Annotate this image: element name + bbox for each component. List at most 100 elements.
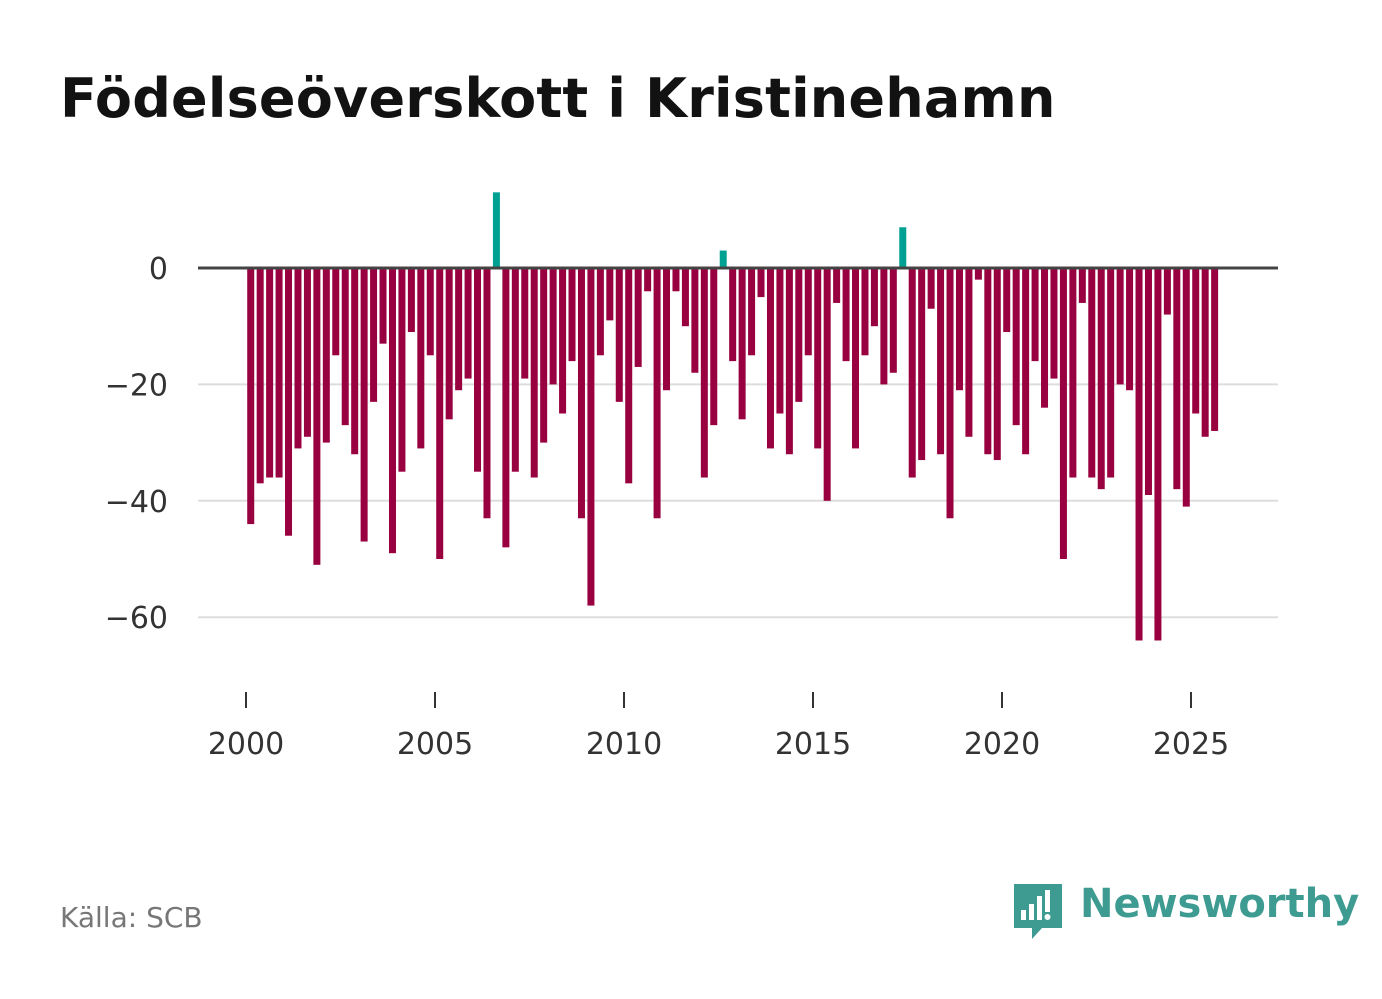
bar [681, 268, 689, 327]
bar [426, 268, 434, 356]
bar [729, 268, 737, 362]
bar [502, 268, 510, 548]
bar [540, 268, 548, 443]
bar [653, 268, 661, 519]
bar [256, 268, 264, 484]
bar [880, 268, 888, 385]
bar [247, 268, 255, 525]
x-tick-label: 2000 [208, 727, 284, 762]
bar [946, 268, 954, 519]
bar [691, 268, 699, 373]
x-tick-label: 2005 [397, 727, 473, 762]
bar [1126, 268, 1134, 391]
bar [417, 268, 425, 449]
bar [625, 268, 633, 484]
bar [360, 268, 368, 542]
bar [663, 268, 671, 391]
bar [842, 268, 850, 362]
bar [1078, 268, 1086, 303]
bar [1069, 268, 1077, 478]
bar [1116, 268, 1124, 385]
bar [341, 268, 349, 426]
x-tick-label: 2010 [586, 727, 662, 762]
bar [266, 268, 274, 478]
bar [852, 268, 860, 449]
bar [870, 268, 878, 327]
bar [445, 268, 453, 420]
bar [672, 268, 680, 292]
y-tick-label: −40 [105, 485, 168, 520]
bar [814, 268, 822, 449]
bar [1144, 268, 1152, 495]
bar [398, 268, 406, 472]
bar [275, 268, 283, 478]
bar [1211, 268, 1219, 431]
bar [1022, 268, 1030, 455]
bar [1003, 268, 1011, 333]
bar [833, 268, 841, 303]
brand-logo[interactable]: Newsworthy [1012, 878, 1359, 942]
bar [511, 268, 519, 472]
bar [313, 268, 321, 565]
bar [379, 268, 387, 344]
bar [436, 268, 444, 559]
bar [795, 268, 803, 402]
bar [1192, 268, 1200, 414]
bar [322, 268, 330, 443]
bar [606, 268, 614, 321]
bar [521, 268, 529, 379]
bar [1173, 268, 1181, 490]
x-axis: 2000 2005 2010 2015 2020 2025 [208, 692, 1229, 762]
x-tick-label: 2020 [964, 727, 1040, 762]
bar [1154, 268, 1162, 641]
bar [568, 268, 576, 362]
bar [776, 268, 784, 414]
newsworthy-chart-logo-icon [1014, 884, 1062, 939]
bar-chart: 0 −20 −40 −60 2000 2005 2010 2015 2020 2025 [105, 192, 1278, 762]
bar [474, 268, 482, 472]
bar [455, 268, 463, 391]
y-axis: 0 −20 −40 −60 [105, 252, 168, 636]
bar [388, 268, 396, 554]
bar [285, 268, 293, 536]
bar [530, 268, 538, 478]
bar [596, 268, 604, 356]
bar [1059, 268, 1067, 559]
x-tick-label: 2025 [1153, 727, 1229, 762]
bar [937, 268, 945, 455]
bar [719, 250, 727, 268]
chart-title: Födelseöverskott i Kristinehamn [60, 67, 1056, 130]
bar [955, 268, 963, 391]
gridlines [198, 383, 1278, 619]
bar [889, 268, 897, 373]
bar [1088, 268, 1096, 478]
bar [303, 268, 311, 437]
bar [823, 268, 831, 501]
bars [247, 192, 1219, 641]
bar [634, 268, 642, 367]
bar [748, 268, 756, 356]
bar [1041, 268, 1049, 408]
bar [1097, 268, 1105, 490]
brand-name: Newsworthy [1080, 881, 1360, 927]
bar [927, 268, 935, 309]
bar [899, 227, 907, 268]
bar [974, 268, 982, 280]
bar [908, 268, 916, 478]
bar [370, 268, 378, 402]
bar [332, 268, 340, 356]
bar [1201, 268, 1209, 437]
bar [464, 268, 472, 379]
x-tick-label: 2015 [775, 727, 851, 762]
bar [710, 268, 718, 426]
bar [766, 268, 774, 449]
bar [577, 268, 585, 519]
bar [1135, 268, 1143, 641]
bar [615, 268, 623, 402]
bar [549, 268, 557, 385]
bar [993, 268, 1001, 461]
y-tick-label: −20 [105, 368, 168, 403]
bar [738, 268, 746, 420]
bar [785, 268, 793, 455]
bar [1182, 268, 1190, 507]
